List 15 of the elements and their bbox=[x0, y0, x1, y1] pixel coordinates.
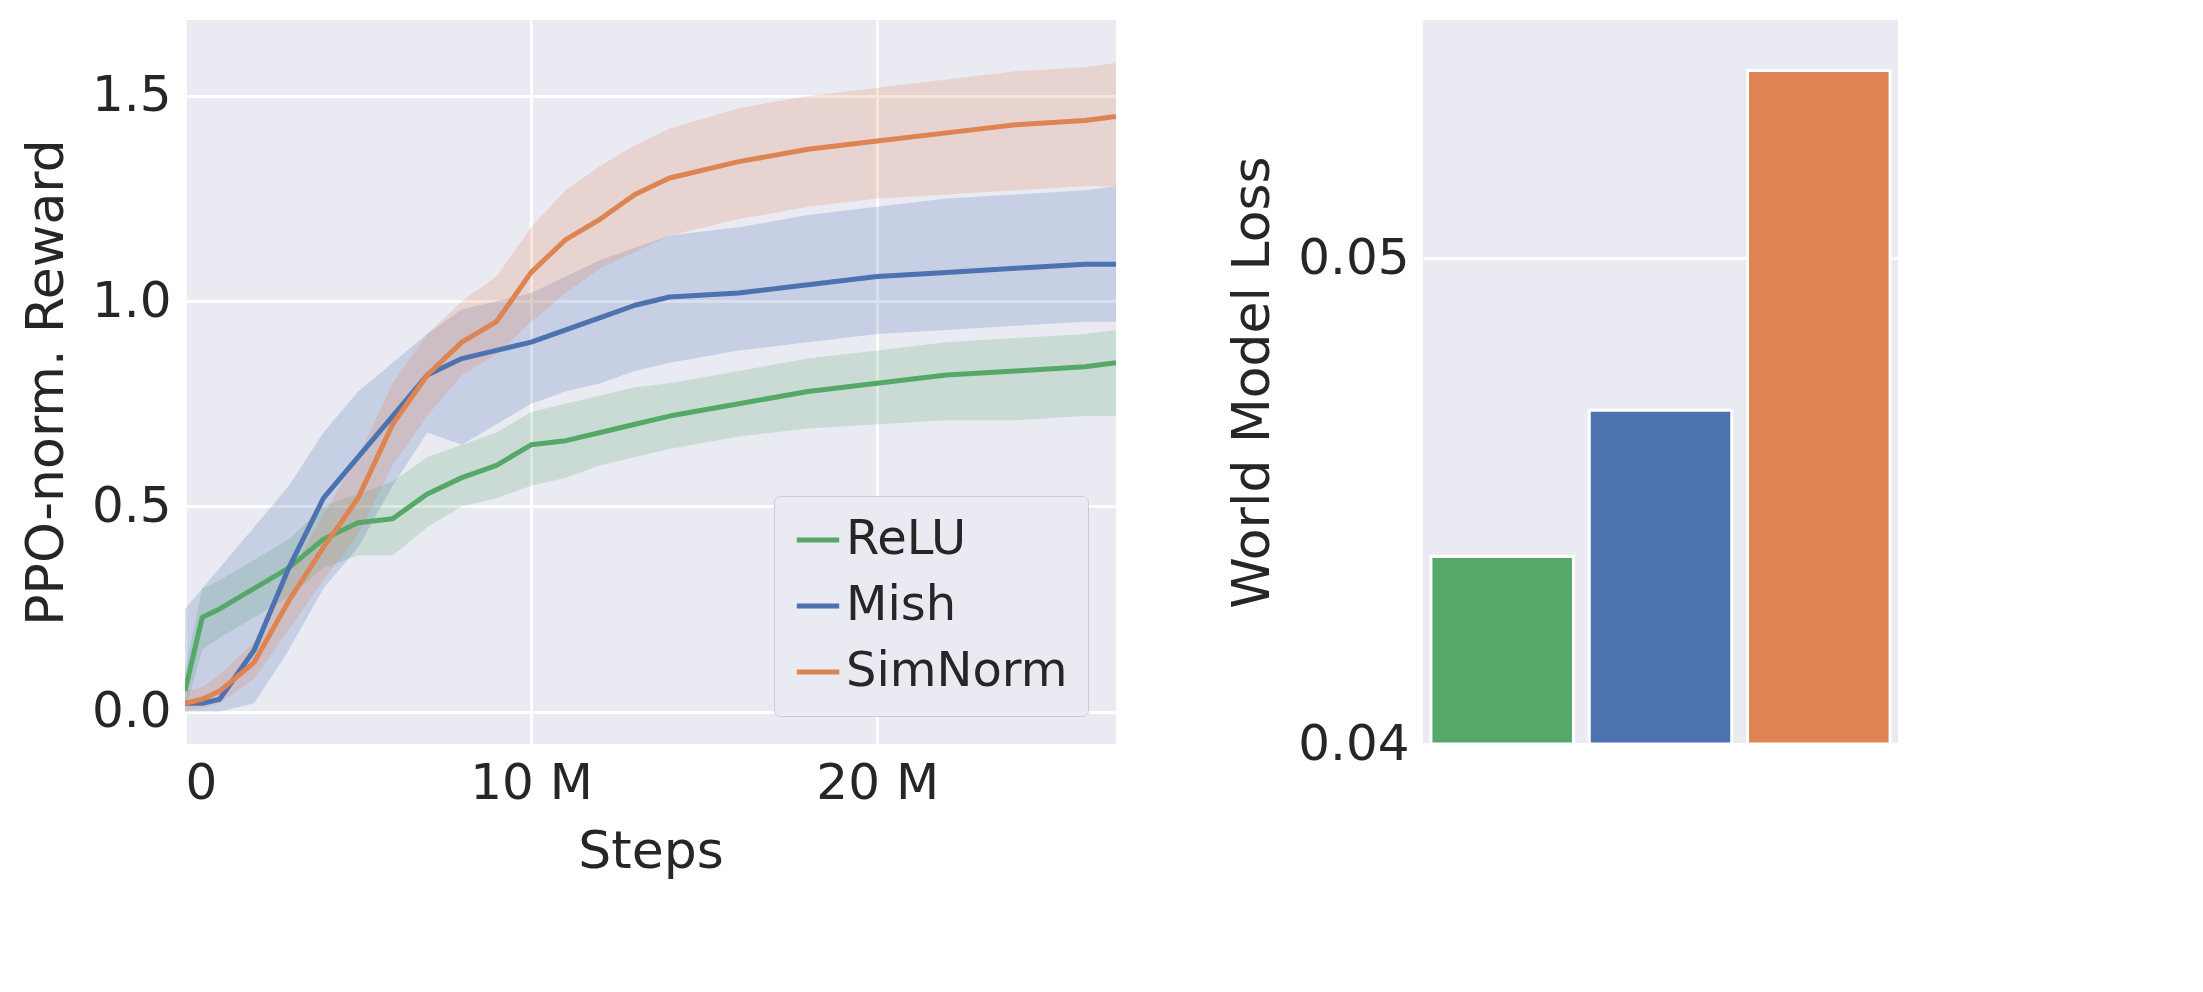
y-tick-label: 1.5 bbox=[91, 65, 172, 124]
y-axis-title: World Model Loss bbox=[1221, 156, 1282, 609]
y-tick-label: 1.0 bbox=[91, 270, 172, 329]
x-tick-label: 10 M bbox=[470, 752, 593, 811]
y-tick-label: 0.04 bbox=[1298, 713, 1410, 772]
y-axis-title: PPO-norm. Reward bbox=[14, 139, 75, 626]
y-tick-label: 0.5 bbox=[91, 475, 172, 534]
x-axis-title: Steps bbox=[578, 819, 724, 880]
legend-label: Mish bbox=[846, 575, 957, 631]
y-tick-label: 0.05 bbox=[1298, 227, 1410, 286]
x-tick-label: 20 M bbox=[816, 752, 940, 811]
x-tick-label: 0 bbox=[185, 752, 218, 811]
y-tick-label: 0.0 bbox=[91, 681, 172, 740]
legend-label: SimNorm bbox=[846, 641, 1068, 697]
legend-label: ReLU bbox=[846, 509, 967, 565]
